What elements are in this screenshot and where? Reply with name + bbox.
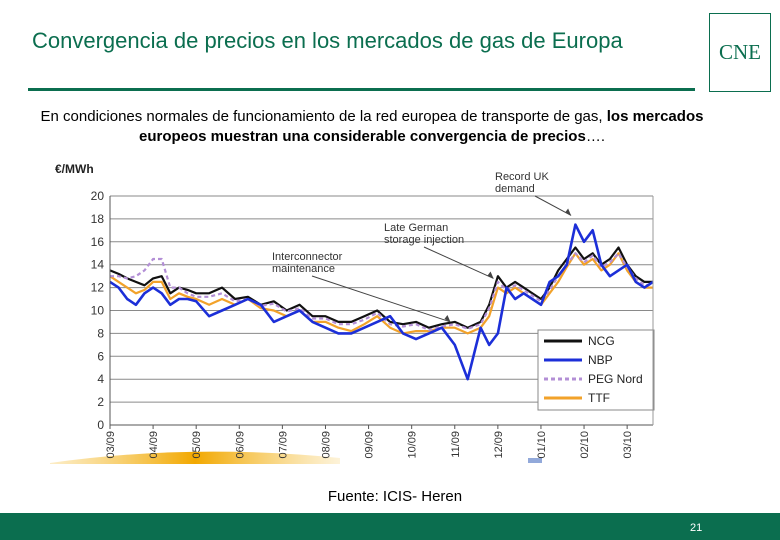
subtitle-ellipsis: …. [585, 128, 605, 145]
annotation-arrowhead [565, 208, 572, 216]
annotation-arrowhead [444, 314, 451, 322]
annotation-arrow [534, 195, 572, 216]
annotation-arrow [311, 275, 451, 323]
y-tick-label: 4 [97, 372, 104, 386]
price-chart: Record UK demand Late German storage inject… [50, 158, 664, 468]
legend-label: PEG Nord [588, 372, 643, 386]
x-tick-label: 10/09 [407, 431, 419, 459]
decorative-swoosh-mark [528, 458, 542, 463]
chart-legend: NCG NBP PEG Nord TTF [537, 329, 655, 411]
cne-logo-text: CNE [719, 40, 761, 64]
annotation-label: Late German storage injection [384, 222, 464, 246]
x-tick-label: 07/09 [277, 431, 289, 459]
page-number: 21 [690, 522, 703, 534]
annotation-arrowhead [487, 271, 494, 279]
y-axis-label: €/MWh [55, 162, 94, 176]
decorative-swoosh [50, 451, 340, 464]
subtitle-text: En condiciones normales de funcionamient… [40, 108, 607, 125]
series-line-nbp [109, 223, 654, 381]
price-chart-svg: Record UK demand Late German storage inject… [50, 162, 655, 464]
x-tick-label: 06/09 [234, 431, 246, 459]
legend-label: TTF [588, 391, 610, 405]
y-tick-label: 0 [97, 418, 104, 432]
y-tick-label: 14 [91, 258, 105, 272]
chart-series [109, 223, 654, 381]
chart-axes: 0 2 4 6 8 10 12 14 16 18 20 €/MWh 03/09 04/09 05/09 06/… [55, 162, 654, 459]
x-tick-label: 12/09 [493, 431, 505, 459]
x-tick-label: 08/09 [320, 431, 332, 459]
annotation-label: Interconnector maintenance [272, 251, 343, 275]
y-tick-label: 8 [97, 326, 104, 340]
title-divider [28, 88, 695, 91]
cne-logo: CNE [709, 13, 771, 92]
legend-label: NBP [588, 353, 613, 367]
y-tick-label: 2 [97, 395, 104, 409]
y-tick-label: 20 [91, 189, 105, 203]
x-tick-label: 09/09 [364, 431, 376, 459]
x-tick-label: 11/09 [450, 431, 462, 458]
y-tick-label: 12 [91, 281, 105, 295]
y-tick-label: 16 [91, 235, 105, 249]
footer-bar [0, 513, 780, 540]
series-line-peg-nord [110, 252, 654, 332]
x-tick-label: 03/10 [622, 431, 634, 459]
source-note: Fuente: ICIS- Heren [327, 488, 463, 505]
x-tick-label: 03/09 [105, 431, 117, 459]
series-line-ncg [109, 246, 653, 329]
y-tick-label: 10 [91, 304, 105, 318]
x-tick-label: 05/09 [191, 431, 203, 459]
x-tick-label: 02/10 [579, 431, 591, 459]
x-tick-label: 01/10 [536, 431, 548, 459]
annotation-label: Record UK demand [495, 171, 549, 195]
decorative-stripe [50, 451, 542, 464]
slide-subtitle: En condiciones normales de funcionamient… [36, 107, 708, 147]
x-tick-label: 04/09 [148, 431, 160, 459]
chart-annotations: Record UK demand Late German storage inject… [272, 171, 572, 323]
annotation-arrow [423, 246, 494, 279]
legend-label: NCG [588, 334, 615, 348]
y-tick-label: 6 [97, 349, 104, 363]
slide-title: Convergencia de precios en los mercados … [32, 28, 623, 53]
y-tick-label: 18 [91, 212, 105, 226]
subtitle-bold-text: los mercados europeos muestran una consi… [139, 108, 704, 145]
